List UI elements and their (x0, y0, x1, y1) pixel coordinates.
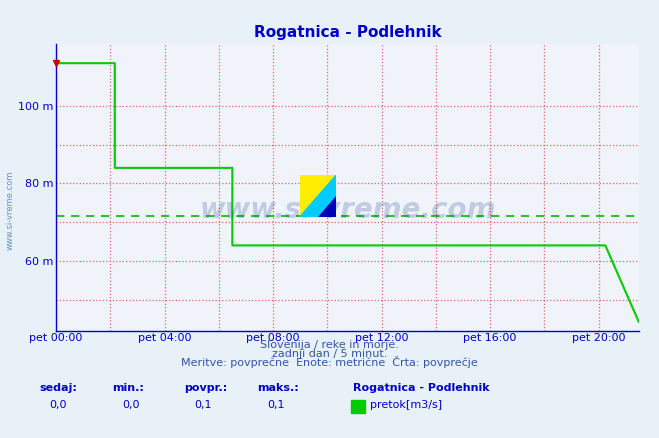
Text: zadnji dan / 5 minut.: zadnji dan / 5 minut. (272, 349, 387, 359)
Text: 0,0: 0,0 (49, 400, 67, 410)
Text: 0,1: 0,1 (267, 400, 285, 410)
Text: maks.:: maks.: (257, 383, 299, 393)
Text: 0,1: 0,1 (194, 400, 212, 410)
Polygon shape (318, 196, 336, 217)
Title: Rogatnica - Podlehnik: Rogatnica - Podlehnik (254, 25, 442, 40)
Text: min.:: min.: (112, 383, 144, 393)
Polygon shape (300, 175, 336, 217)
Text: pretok[m3/s]: pretok[m3/s] (370, 400, 442, 410)
Text: Meritve: povprečne  Enote: metrične  Črta: povprečje: Meritve: povprečne Enote: metrične Črta:… (181, 356, 478, 368)
Text: sedaj:: sedaj: (40, 383, 77, 393)
Text: www.si-vreme.com: www.si-vreme.com (200, 196, 496, 224)
Text: Slovenija / reke in morje.: Slovenija / reke in morje. (260, 340, 399, 350)
Text: povpr.:: povpr.: (185, 383, 228, 393)
Text: www.si-vreme.com: www.si-vreme.com (5, 170, 14, 250)
Text: 0,0: 0,0 (122, 400, 140, 410)
Text: Rogatnica - Podlehnik: Rogatnica - Podlehnik (353, 383, 489, 393)
Polygon shape (300, 175, 336, 217)
